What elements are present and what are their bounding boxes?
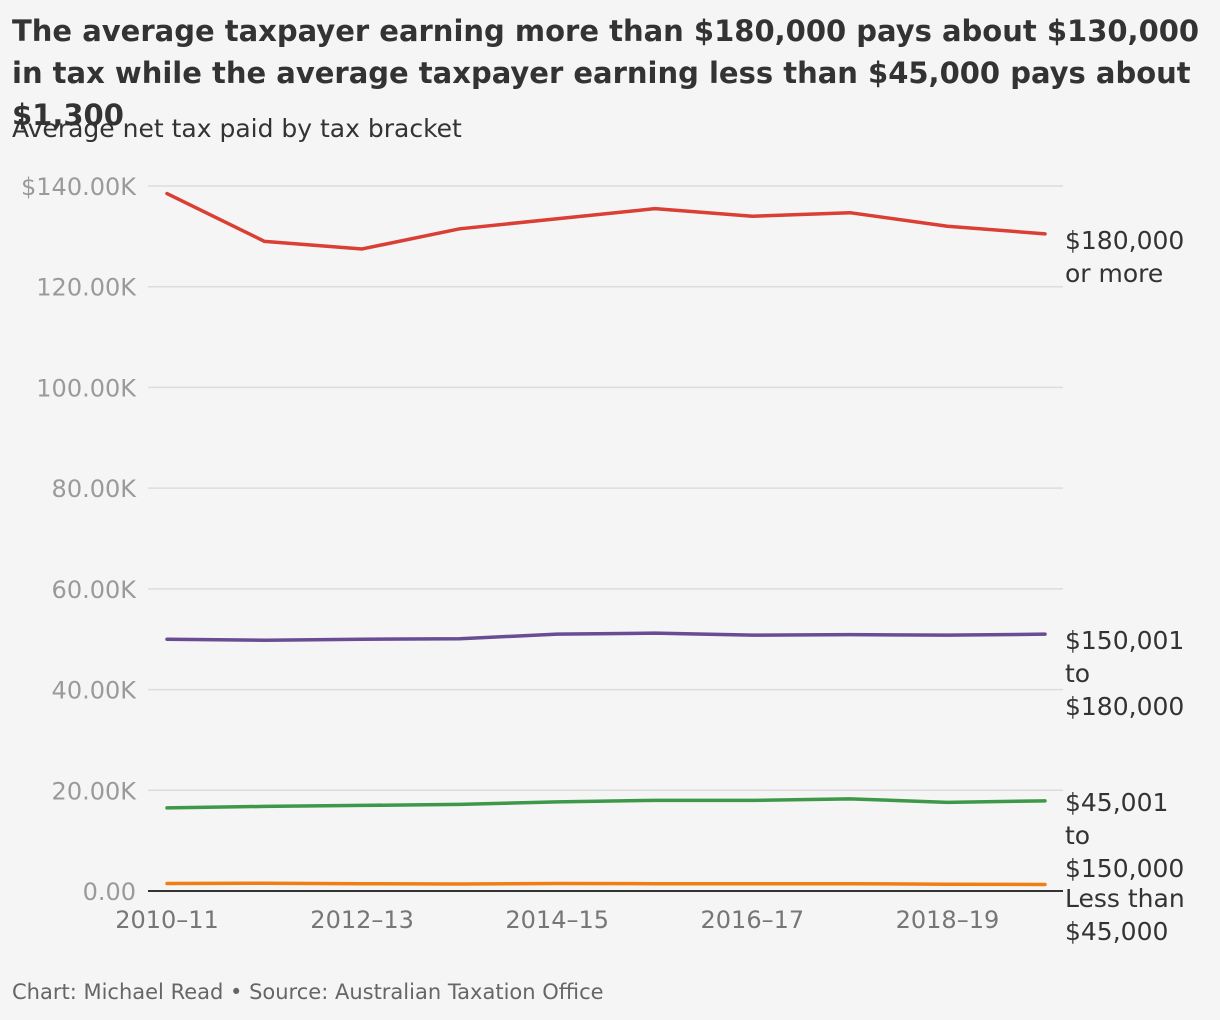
x-tick-label: 2016–17 <box>701 906 805 934</box>
series-line-2 <box>165 797 1047 810</box>
y-tick-label: 20.00K <box>52 777 138 805</box>
y-tick-label: 60.00K <box>52 576 138 604</box>
series-line-3 <box>165 881 1047 887</box>
series-labels: $180,000 or more $150,001 to $180,000 $45,001… <box>1065 226 1185 946</box>
x-tick-label: 2012–13 <box>310 906 414 934</box>
series-label-1: $150,001 to $180,000 <box>1065 626 1184 721</box>
y-tick-label: 40.00K <box>52 677 138 705</box>
x-tick-label: 2010–11 <box>115 906 219 934</box>
x-tick-label: 2014–15 <box>505 906 609 934</box>
series-label-0: $180,000 or more <box>1065 226 1184 288</box>
line-chart: 0.00 20.00K 40.00K 60.00K 80.00K 100.00K 120.0… <box>21 173 1185 946</box>
y-tick-label: $140.00K <box>21 173 137 201</box>
chart-subtitle: Average net tax paid by tax bracket <box>12 114 462 143</box>
series-label-2: $45,001 to $150,000 <box>1065 788 1184 883</box>
y-tick-label: 120.00K <box>36 274 137 302</box>
chart-title: The average taxpayer earning more than $… <box>12 14 1200 132</box>
series-line-0 <box>165 191 1047 251</box>
y-tick-label: 0.00 <box>83 878 136 906</box>
gridlines <box>148 185 1063 892</box>
chart-source-credit: Chart: Michael Read • Source: Australian… <box>12 980 604 1004</box>
y-axis-ticks: 0.00 20.00K 40.00K 60.00K 80.00K 100.00K 120.0… <box>21 173 137 906</box>
x-axis-ticks: 2010–11 2012–13 2014–15 2016–17 2018–19 <box>115 906 999 934</box>
series-lines <box>165 191 1047 887</box>
x-tick-label: 2018–19 <box>896 906 1000 934</box>
series-label-3: Less than $45,000 <box>1065 884 1185 946</box>
y-tick-label: 80.00K <box>52 475 138 503</box>
series-line-1 <box>165 631 1047 642</box>
y-tick-label: 100.00K <box>36 374 137 402</box>
